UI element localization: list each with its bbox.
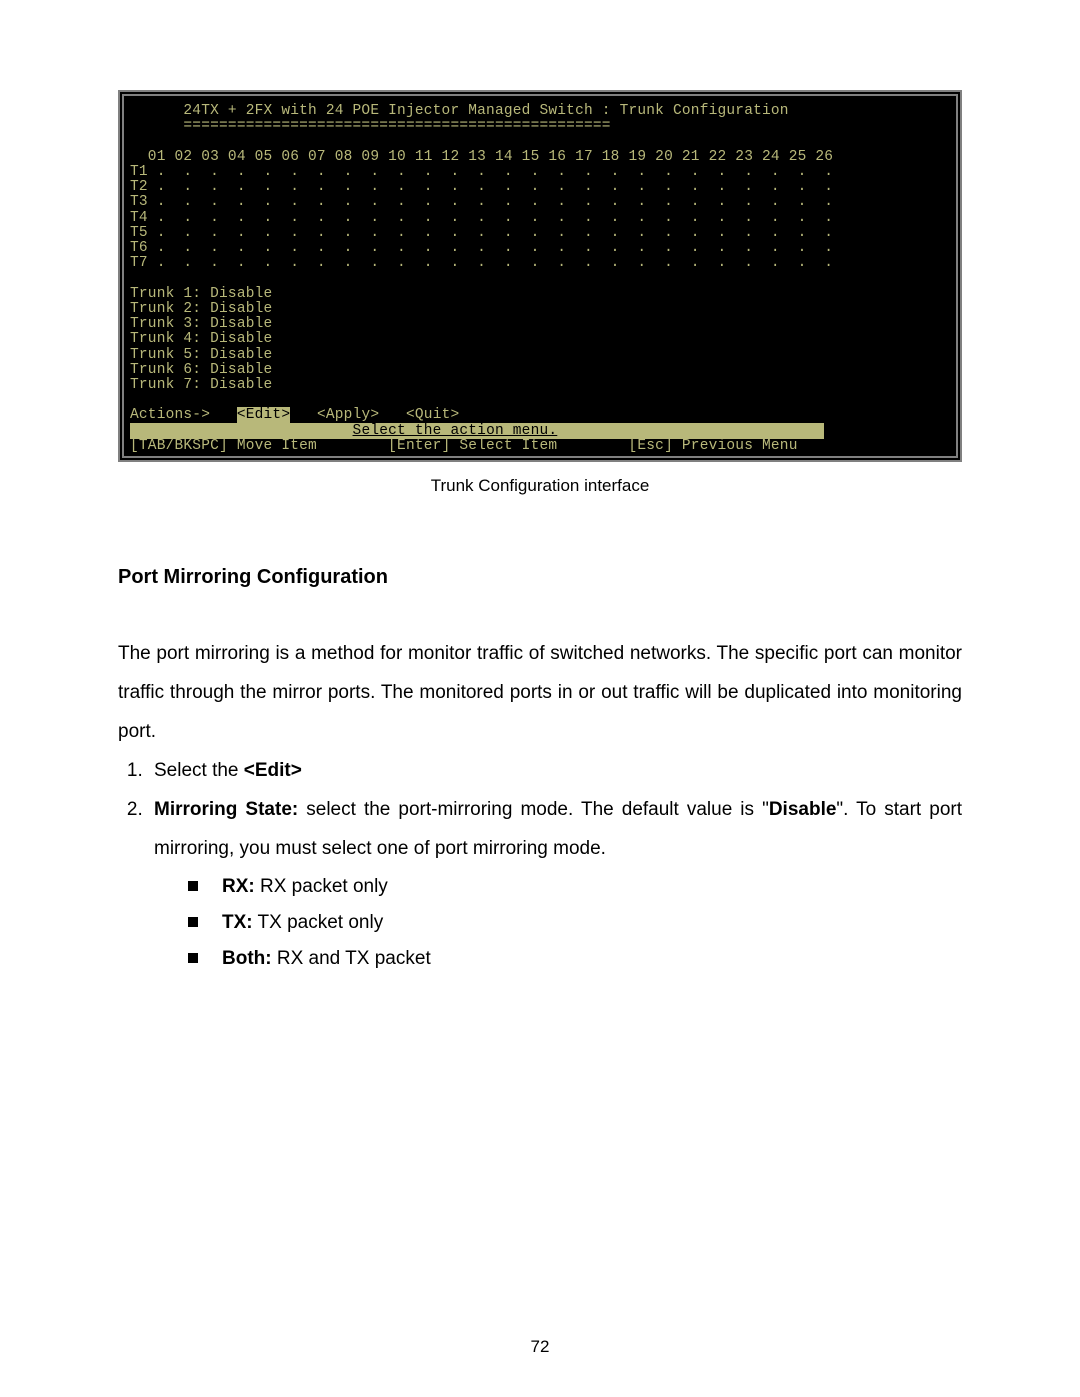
list-item: RX: RX packet only xyxy=(188,869,962,905)
footer-hints: [TAB/BKSPC] Move Item [Enter] Select Ite… xyxy=(130,438,815,454)
trunk-status: Trunk 2: Disable xyxy=(130,301,272,317)
trunk-status: Trunk 6: Disable xyxy=(130,362,272,378)
list-item: Both: RX and TX packet xyxy=(188,941,962,977)
gap xyxy=(290,407,317,423)
trunk-status: Trunk 5: Disable xyxy=(130,347,272,363)
terminal-title: 24TX + 2FX with 24 POE Injector Managed … xyxy=(130,103,789,119)
rx-desc: RX packet only xyxy=(255,876,388,897)
trunk-status: Trunk 1: Disable xyxy=(130,286,272,302)
mode-list: RX: RX packet only TX: TX packet only Bo… xyxy=(154,869,962,977)
trunk-status: Trunk 3: Disable xyxy=(130,316,272,332)
terminal-row: T5 . . . . . . . . . . . . . . . . . . .… xyxy=(130,225,833,241)
step-text: Select the xyxy=(154,760,244,781)
terminal-rule: ========================================… xyxy=(130,118,611,134)
disable-keyword: Disable xyxy=(769,799,837,820)
trunk-status: Trunk 4: Disable xyxy=(130,331,272,347)
section-heading: Port Mirroring Configuration xyxy=(118,566,962,589)
terminal-row: T4 . . . . . . . . . . . . . . . . . . .… xyxy=(130,210,833,226)
hint-line: Select the action menu. xyxy=(353,423,558,439)
hint-pad xyxy=(130,423,353,439)
step-item: Mirroring State: select the port-mirrori… xyxy=(148,791,962,977)
edit-keyword: <Edit> xyxy=(244,760,302,781)
both-desc: RX and TX packet xyxy=(272,948,431,969)
paragraph: The port mirroring is a method for monit… xyxy=(118,635,962,752)
terminal-row: T1 . . . . . . . . . . . . . . . . . . .… xyxy=(130,164,833,180)
hint-pad xyxy=(557,423,824,439)
mirroring-state-label: Mirroring State: xyxy=(154,799,298,820)
figure-caption: Trunk Configuration interface xyxy=(118,476,962,496)
terminal-row: T3 . . . . . . . . . . . . . . . . . . .… xyxy=(130,194,833,210)
rx-label: RX: xyxy=(222,876,255,897)
edit-action[interactable]: <Edit> xyxy=(237,407,290,423)
page-number: 72 xyxy=(0,1337,1080,1357)
tx-desc: TX packet only xyxy=(253,912,384,933)
page: 24TX + 2FX with 24 POE Injector Managed … xyxy=(0,0,1080,1397)
terminal-row: T2 . . . . . . . . . . . . . . . . . . .… xyxy=(130,179,833,195)
step-item: Select the <Edit> xyxy=(148,752,962,791)
terminal-content: 24TX + 2FX with 24 POE Injector Managed … xyxy=(124,96,956,456)
both-label: Both: xyxy=(222,948,272,969)
step-text: select the port-mirroring mode. The defa… xyxy=(298,799,769,820)
tx-label: TX: xyxy=(222,912,253,933)
steps-list: Select the <Edit> Mirroring State: selec… xyxy=(118,752,962,977)
quit-action[interactable]: <Quit> xyxy=(406,407,459,423)
trunk-status: Trunk 7: Disable xyxy=(130,377,272,393)
gap xyxy=(379,407,406,423)
actions-label: Actions-> xyxy=(130,407,237,423)
terminal-window: 24TX + 2FX with 24 POE Injector Managed … xyxy=(118,90,962,462)
terminal-row: T7 . . . . . . . . . . . . . . . . . . .… xyxy=(130,255,833,271)
apply-action[interactable]: <Apply> xyxy=(317,407,379,423)
terminal-row: T6 . . . . . . . . . . . . . . . . . . .… xyxy=(130,240,833,256)
terminal-col-header: 01 02 03 04 05 06 07 08 09 10 11 12 13 1… xyxy=(130,149,833,165)
list-item: TX: TX packet only xyxy=(188,905,962,941)
